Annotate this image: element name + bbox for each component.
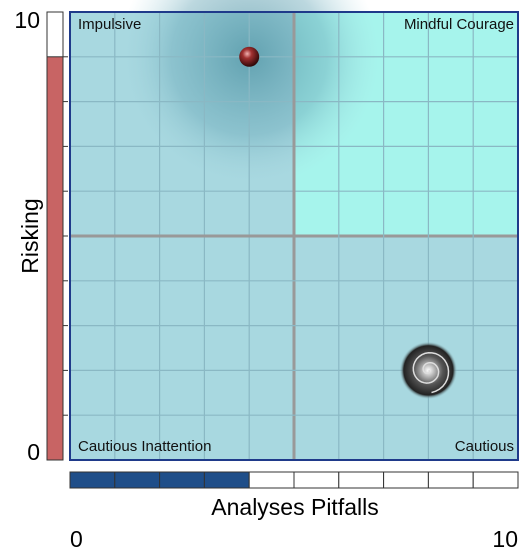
x-meter-cell — [69, 471, 116, 489]
plot-border — [69, 11, 519, 461]
y-meter-fill — [46, 56, 64, 461]
marker-ball — [239, 46, 260, 67]
x-meter-cell — [427, 471, 474, 489]
quadrant-label: Cautious Inattention — [78, 438, 211, 455]
quadrant-label: Mindful Courage — [404, 16, 514, 33]
x-tick-label: 0 — [70, 526, 83, 552]
x-meter-cell — [203, 471, 250, 489]
x-tick-label: 10 — [492, 526, 518, 552]
layer: Impulsive Mindful Courage Cautious Inatten… — [14, 0, 519, 552]
x-meter-cell — [248, 471, 295, 489]
quadrant-label: Impulsive — [78, 16, 141, 33]
y-tick-label: 10 — [14, 7, 40, 33]
x-meter-cell — [472, 471, 519, 489]
y-axis-label: Risking — [17, 198, 43, 273]
x-meter-cell — [159, 471, 205, 489]
marker-swirl — [399, 341, 458, 400]
x-meter-cell — [338, 471, 385, 489]
x-meter-cell — [293, 471, 340, 489]
swirl-arm — [412, 352, 450, 394]
x-axis-label: Analyses Pitfalls — [211, 494, 378, 520]
quadrant-label: Cautious — [455, 438, 514, 455]
x-meter-cell — [114, 471, 161, 489]
y-tick-label: 0 — [27, 439, 40, 465]
x-meter-cell — [383, 471, 429, 489]
